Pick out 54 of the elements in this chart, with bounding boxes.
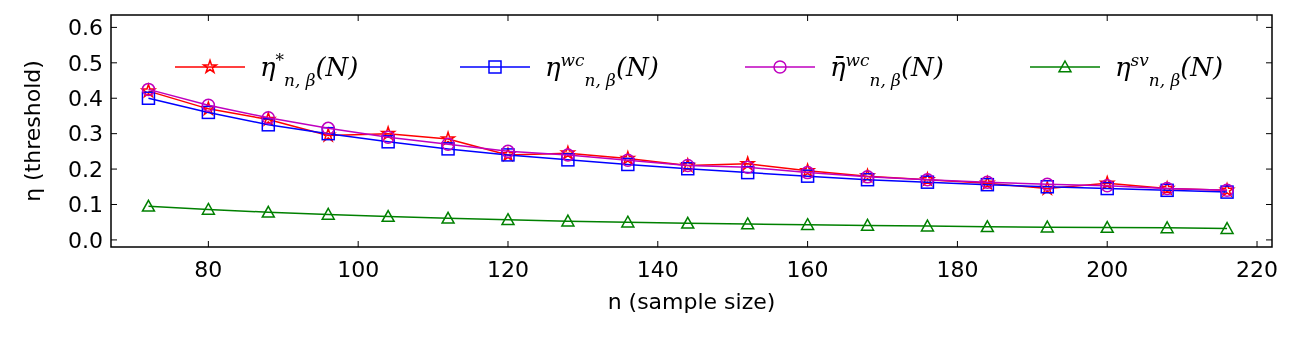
y-tick-label: 0.5 [68,50,103,76]
x-axis-title: n (sample size) [607,289,776,314]
point [141,91,156,105]
point [621,157,635,172]
point [561,214,575,227]
point [441,137,455,152]
point [561,153,575,167]
x-tick-label: 200 [1086,257,1129,282]
point [381,130,395,144]
point [381,126,396,140]
x-tick-label: 180 [936,257,979,282]
point [261,205,276,218]
x-tick-label: 80 [194,257,223,282]
point [321,121,335,136]
point [800,169,815,183]
point [261,118,276,132]
point [860,218,875,231]
point [141,199,156,212]
point [681,216,695,229]
point [1040,220,1055,233]
point [321,207,335,220]
point [980,220,995,233]
x-tick-label: 120 [486,257,529,282]
point [501,212,515,226]
point [1160,221,1174,234]
point [441,211,455,224]
point [381,135,395,149]
y-tick-label: 0.2 [68,156,103,182]
legend-label: η$^{*}$$_{n, β}$(N) [260,50,359,90]
y-axis-title: η (threshold) [20,60,45,202]
point [381,209,395,223]
point [1100,220,1114,234]
point [740,160,755,175]
point [740,217,755,230]
legend-label: η$^{wc}$$_{n, β}$(N) [545,50,659,90]
x-tick-label: 220 [1236,257,1279,282]
point [201,202,216,215]
point [201,105,216,120]
y-tick-label: 0.4 [68,85,103,111]
y-tick-label: 0.3 [68,121,103,147]
x-tick-label: 140 [636,257,679,282]
y-tick-label: 0.6 [68,15,103,41]
x-tick-label: 160 [786,257,829,282]
point [441,142,455,156]
point [800,217,815,231]
point [621,215,635,228]
point [1220,221,1234,235]
point [920,219,935,232]
y-tick-label: 0.0 [68,227,103,253]
legend-label: η$^{sv}$$_{n, β}$(N) [1115,50,1224,90]
legend-label: η̄$^{wc}$$_{n, β}$(N) [830,50,944,90]
point [740,156,755,170]
x-tick-label: 100 [337,257,380,282]
y-tick-label: 0.1 [68,192,103,218]
